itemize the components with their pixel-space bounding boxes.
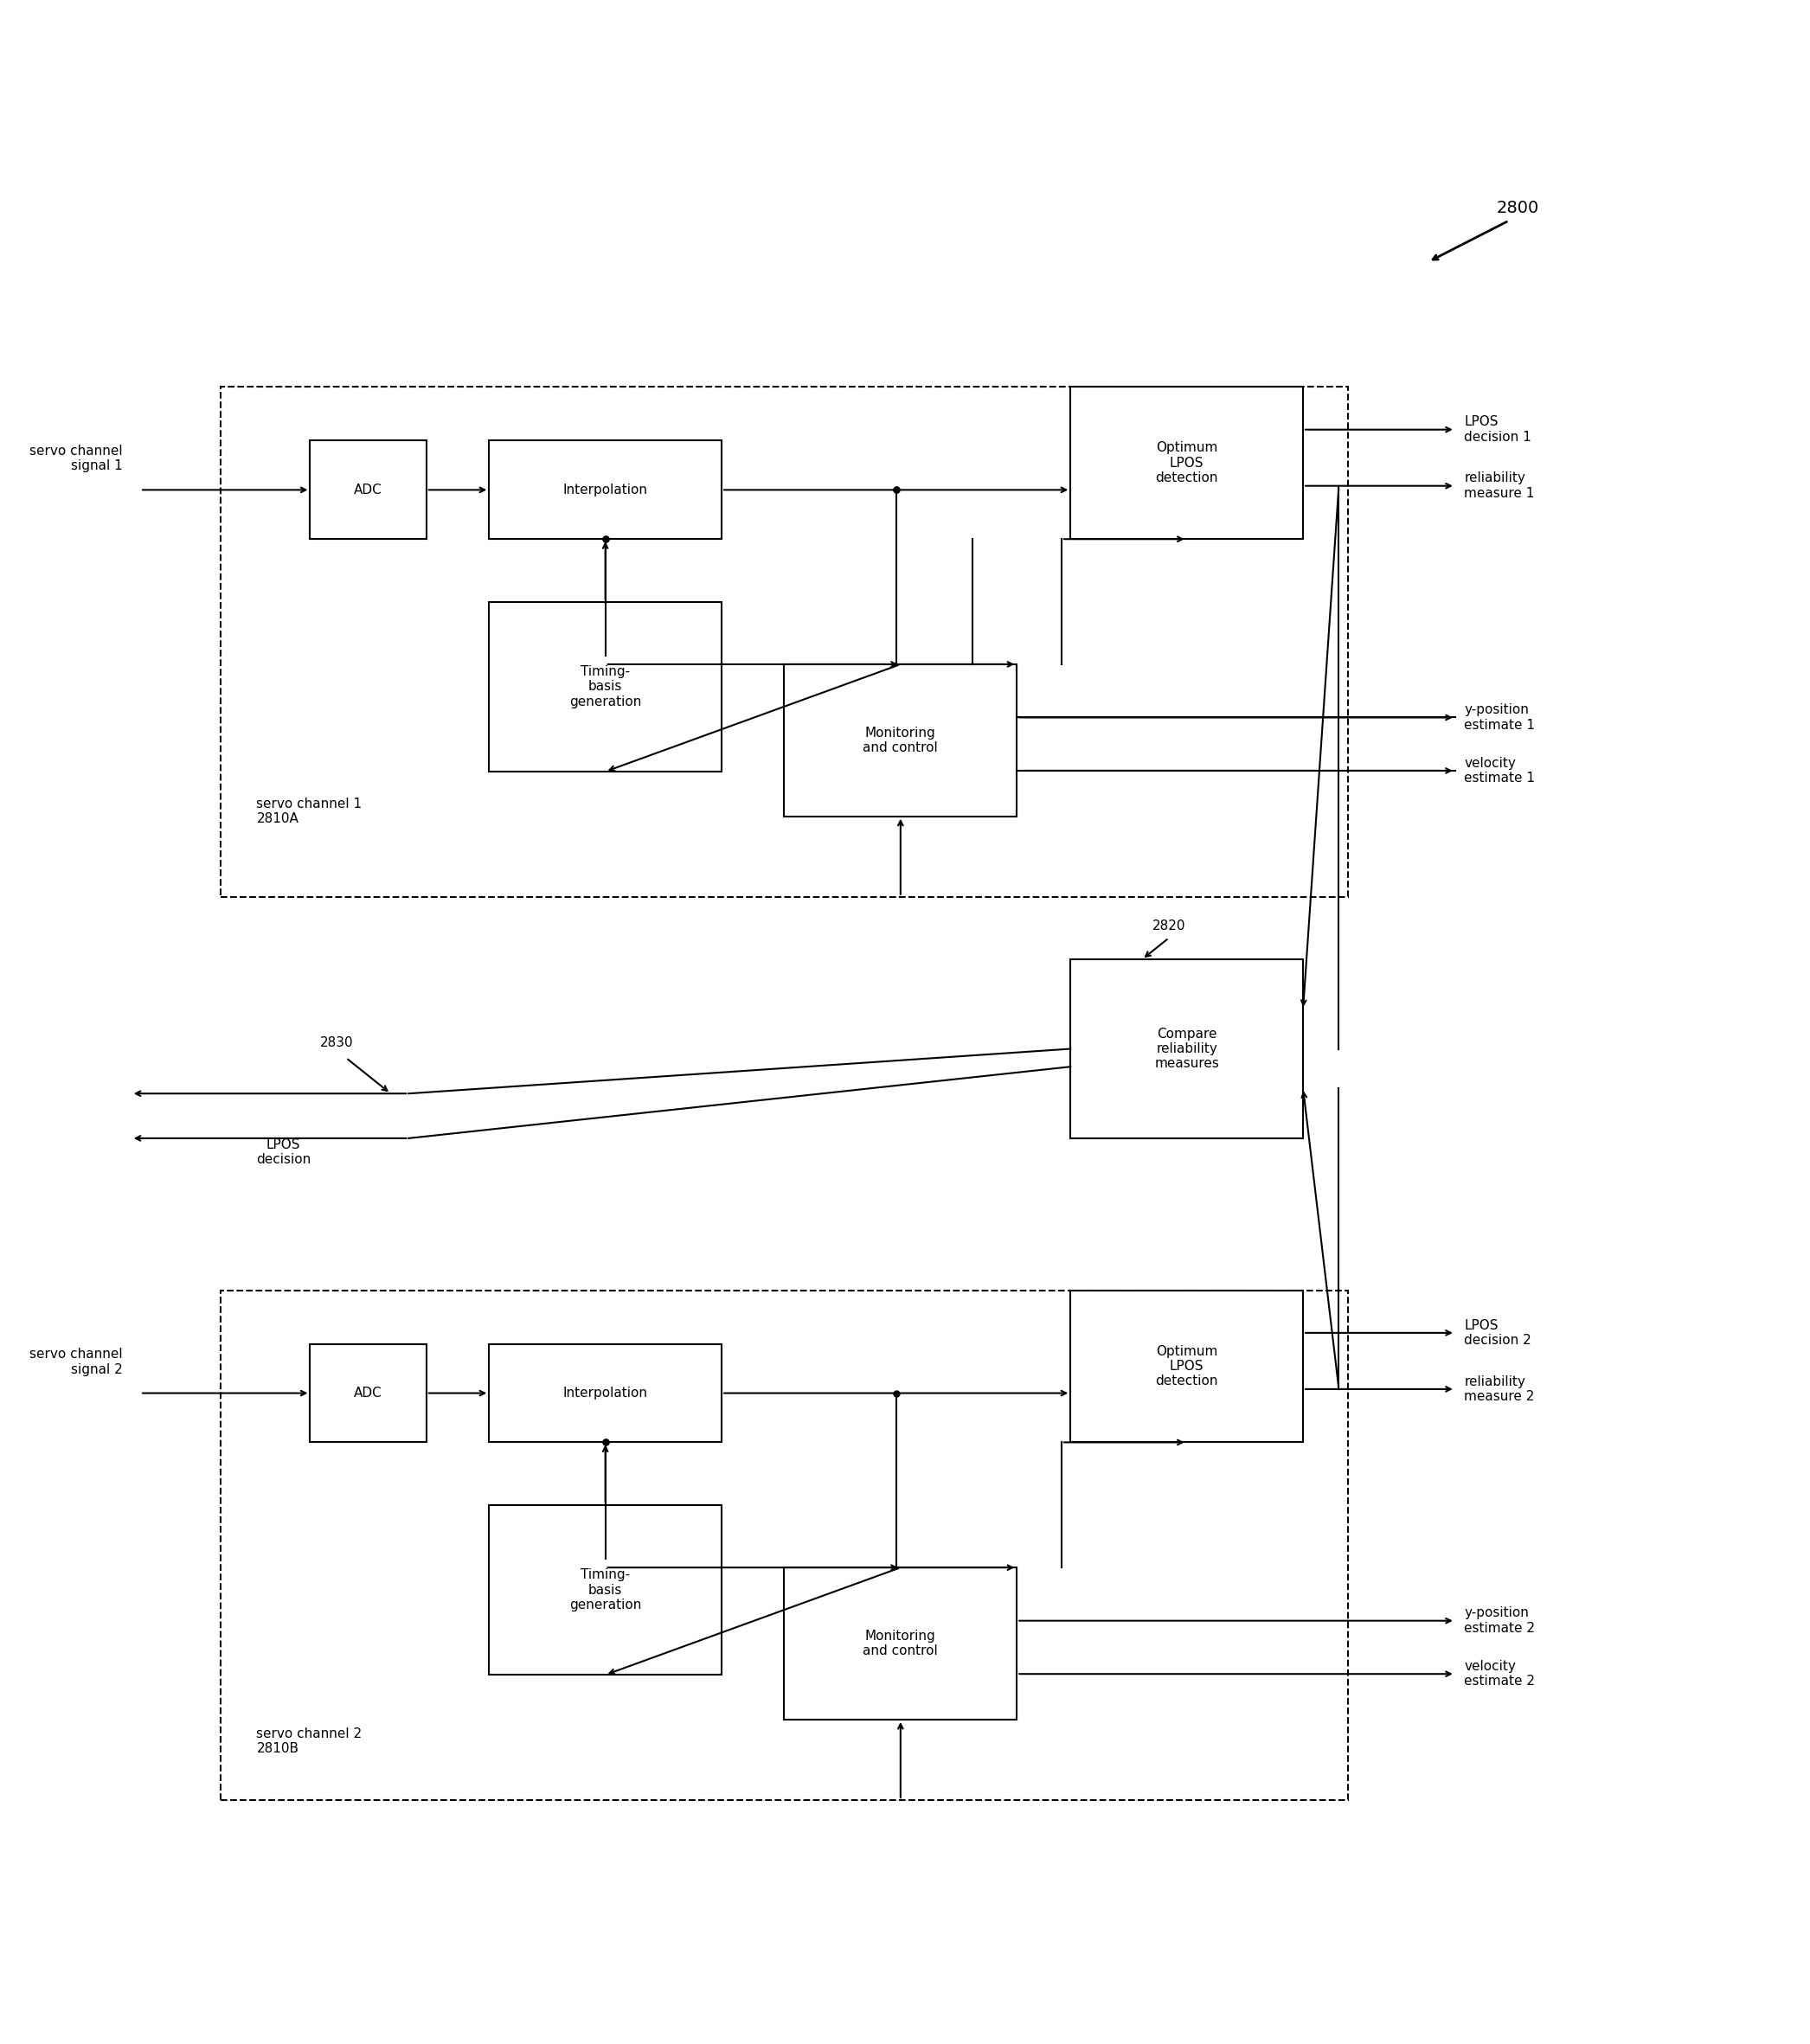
Text: Monitoring
and control: Monitoring and control [863,1629,938,1658]
Text: servo channel
signal 2: servo channel signal 2 [29,1347,123,1376]
Text: Interpolation: Interpolation [563,1386,648,1400]
Text: Monitoring
and control: Monitoring and control [863,726,938,754]
Text: Interpolation: Interpolation [563,482,648,497]
Text: 2820: 2820 [1153,920,1186,932]
Text: velocity
estimate 1: velocity estimate 1 [1464,756,1535,785]
Text: velocity
estimate 2: velocity estimate 2 [1464,1660,1535,1688]
Text: LPOS
decision 1: LPOS decision 1 [1464,415,1531,444]
Text: ADC: ADC [355,482,382,497]
FancyBboxPatch shape [1070,1290,1303,1443]
Text: servo channel 2
2810B: servo channel 2 2810B [257,1727,362,1756]
FancyBboxPatch shape [489,442,722,540]
Text: LPOS
decision: LPOS decision [255,1139,311,1167]
FancyBboxPatch shape [489,601,722,771]
FancyBboxPatch shape [1070,959,1303,1139]
Text: servo channel 1
2810A: servo channel 1 2810A [257,797,362,826]
Text: Optimum
LPOS
detection: Optimum LPOS detection [1155,442,1218,484]
Text: Optimum
LPOS
detection: Optimum LPOS detection [1155,1345,1218,1388]
Text: y-position
estimate 1: y-position estimate 1 [1464,703,1535,732]
FancyBboxPatch shape [1070,386,1303,540]
Text: 2800: 2800 [1497,200,1538,217]
Text: servo channel
signal 1: servo channel signal 1 [29,446,123,472]
Text: Timing-
basis
generation: Timing- basis generation [570,664,641,707]
FancyBboxPatch shape [784,664,1017,816]
Text: ADC: ADC [355,1386,382,1400]
Text: y-position
estimate 2: y-position estimate 2 [1464,1607,1535,1635]
FancyBboxPatch shape [784,1568,1017,1719]
FancyBboxPatch shape [489,1345,722,1443]
Text: reliability
measure 1: reliability measure 1 [1464,472,1535,501]
FancyBboxPatch shape [310,442,427,540]
Text: LPOS
decision 2: LPOS decision 2 [1464,1318,1531,1347]
Text: reliability
measure 2: reliability measure 2 [1464,1376,1535,1402]
FancyBboxPatch shape [489,1504,722,1674]
Text: 2830: 2830 [320,1036,353,1049]
Text: Timing-
basis
generation: Timing- basis generation [570,1568,641,1611]
Text: Compare
reliability
measures: Compare reliability measures [1155,1028,1220,1071]
FancyBboxPatch shape [310,1345,427,1443]
